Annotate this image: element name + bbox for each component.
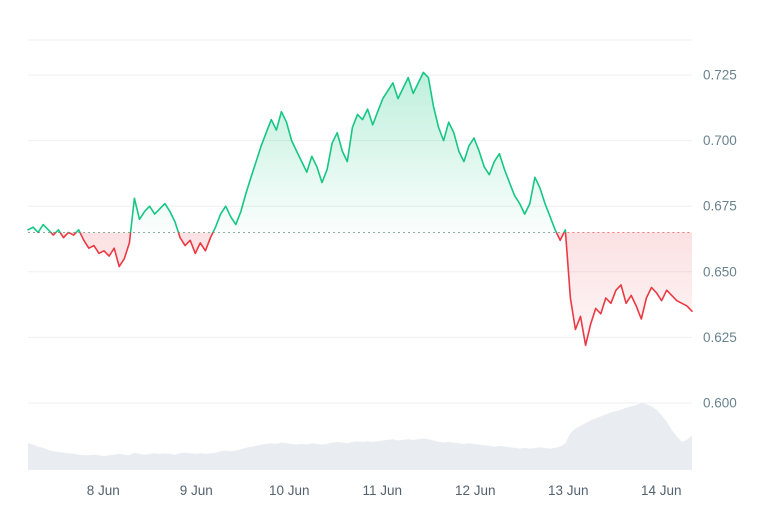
y-axis-label: 0.675 [703,199,737,214]
y-axis-label: 0.700 [703,133,737,148]
volume-area [28,403,692,470]
y-axis-label: 0.725 [703,68,737,83]
x-axis-label: 13 Jun [548,483,589,498]
x-axis-label: 12 Jun [455,483,496,498]
y-axis-label: 0.600 [703,396,737,411]
price-area-up [28,72,692,233]
x-axis-label: 11 Jun [363,483,403,498]
x-axis-label: 10 Jun [269,483,310,498]
price-area-down [50,232,692,346]
x-axis-label: 9 Jun [180,483,213,498]
x-axis-label: 8 Jun [87,483,120,498]
price-line-down [37,232,693,347]
y-axis-label: 0.650 [703,264,737,279]
price-line-up [27,71,567,233]
y-axis-label: 0.625 [703,330,737,345]
x-axis-label: 14 Jun [641,483,682,498]
